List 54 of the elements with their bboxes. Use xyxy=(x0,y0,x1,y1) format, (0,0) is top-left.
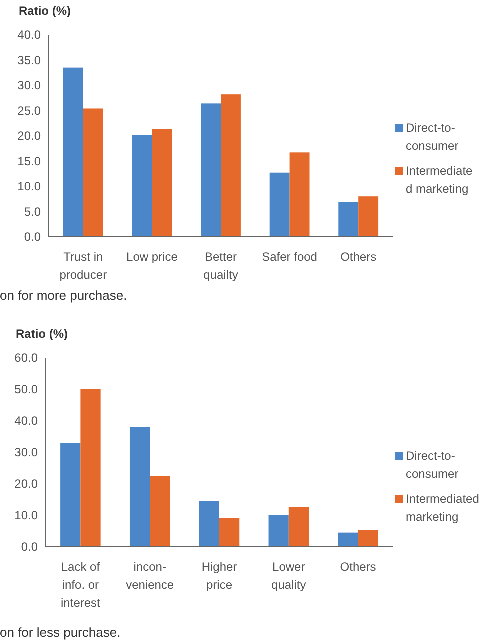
y-tick-label: 10.0 xyxy=(14,508,38,523)
bar xyxy=(83,108,104,237)
y-tick-label: 30.0 xyxy=(18,78,42,93)
bar xyxy=(220,518,240,547)
legend-label: Direct-to- consumer xyxy=(406,121,459,153)
x-tick-label: Lower quality xyxy=(272,560,306,592)
x-tick-label: Lack of info. or interest xyxy=(61,560,102,610)
y-tick-label: 15.0 xyxy=(18,154,42,168)
bar xyxy=(60,443,81,547)
bar xyxy=(199,501,220,547)
bar xyxy=(130,427,150,547)
y-axis-title: Ratio (%) xyxy=(16,327,68,341)
bar xyxy=(288,506,310,547)
bar xyxy=(270,172,290,237)
bar xyxy=(268,516,289,547)
x-tick-label: Others xyxy=(340,250,377,264)
y-tick-label: 40.0 xyxy=(14,414,38,428)
x-tick-label: Others xyxy=(340,560,376,574)
bar xyxy=(338,202,359,237)
x-tick-label: incon- venience xyxy=(126,560,174,592)
x-tick-label: Low price xyxy=(126,250,178,264)
bar xyxy=(221,94,241,237)
bar xyxy=(358,530,378,547)
bar xyxy=(152,129,172,237)
bar xyxy=(150,476,170,547)
text: on for more purchase. xyxy=(0,288,128,303)
y-tick-label: 30.0 xyxy=(14,446,38,460)
x-tick-label: Better quailty xyxy=(204,250,238,282)
y-tick-label: 35.0 xyxy=(18,53,42,68)
y-tick-label: 25.0 xyxy=(18,104,42,118)
bar xyxy=(201,104,221,237)
y-tick-label: 20.0 xyxy=(14,477,38,492)
y-tick-label: 20.0 xyxy=(18,129,42,144)
bar xyxy=(80,389,101,547)
y-tick-label: 50.0 xyxy=(14,382,38,397)
x-tick-label: Safer food xyxy=(262,250,318,264)
y-tick-label: 5.0 xyxy=(24,204,42,219)
legend-label: Direct-to- consumer xyxy=(406,449,459,481)
bar xyxy=(63,68,84,237)
bar xyxy=(132,134,152,237)
y-axis-title: Ratio (%) xyxy=(19,4,71,18)
x-tick-label: Higher price xyxy=(202,560,238,592)
text: on for less purchase. xyxy=(0,625,121,640)
bar xyxy=(338,532,358,547)
y-tick-label: 60.0 xyxy=(14,351,38,366)
legend-label: Intermediated marketing xyxy=(406,492,480,524)
bar xyxy=(290,152,310,237)
legend-label: Intermediate d marketing xyxy=(406,164,474,196)
bar xyxy=(358,196,379,237)
x-tick-label: Trust in producer xyxy=(60,250,108,282)
y-tick-label: 40.0 xyxy=(18,28,42,42)
y-tick-label: 0.0 xyxy=(24,230,42,244)
y-tick-label: 10.0 xyxy=(18,180,42,194)
y-tick-label: 0.0 xyxy=(21,540,38,554)
